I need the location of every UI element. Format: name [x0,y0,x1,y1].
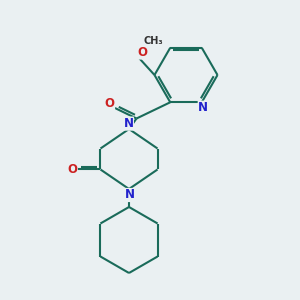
Text: N: N [198,101,208,114]
Text: O: O [104,97,115,110]
Text: N: N [123,117,134,130]
Text: CH₃: CH₃ [143,35,163,46]
Text: O: O [67,163,77,176]
Text: N: N [124,188,135,202]
Text: O: O [137,46,148,59]
